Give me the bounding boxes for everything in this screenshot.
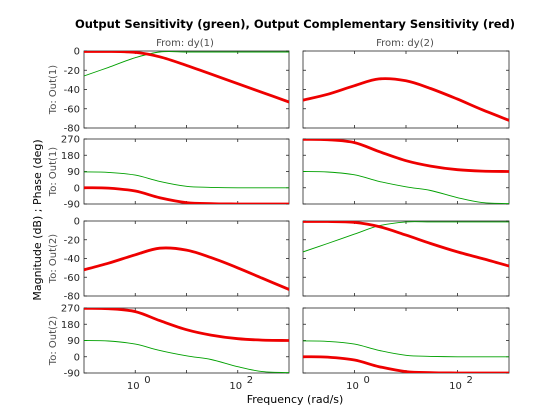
panel-r1-c2 bbox=[302, 50, 510, 129]
series-sensitivity-line bbox=[303, 171, 509, 204]
panel-frame bbox=[83, 50, 290, 129]
y-tick-label: 180 bbox=[61, 151, 80, 162]
y-tick-label: -60 bbox=[64, 104, 80, 115]
y-axis-label: Magnitude (dB) ; Phase (deg) bbox=[31, 139, 44, 300]
y-tick-label: 0 bbox=[74, 352, 80, 363]
series-complementary-line bbox=[84, 51, 289, 104]
series-complementary-line bbox=[303, 77, 509, 122]
y-tick-label: 270 bbox=[61, 304, 80, 315]
y-tick-label: 90 bbox=[67, 167, 80, 178]
series-complementary-line bbox=[303, 221, 509, 268]
y-tick-label: -90 bbox=[64, 369, 80, 380]
y-tick-label: 90 bbox=[67, 336, 80, 347]
y-tick-label: -40 bbox=[64, 254, 80, 265]
row-label-3: To: Out(2) bbox=[48, 234, 59, 284]
x-tick-label-base: 10 bbox=[346, 381, 359, 392]
series-sensitivity-line bbox=[84, 51, 289, 77]
y-tick-label: 0 bbox=[74, 47, 80, 58]
column-label-dy1: From: dy(1) bbox=[156, 38, 214, 49]
series-sensitivity-line bbox=[303, 340, 509, 358]
row-label-2: To: Out(1) bbox=[48, 147, 59, 197]
panel-frame bbox=[83, 220, 290, 297]
x-tick-label-exponent: 2 bbox=[247, 375, 253, 386]
series-complementary-line bbox=[84, 246, 289, 291]
y-tick-label: -40 bbox=[64, 85, 80, 96]
y-tick-label: 180 bbox=[61, 320, 80, 331]
panel-r2-c1 bbox=[83, 138, 290, 205]
y-tick-label: -80 bbox=[64, 124, 80, 135]
series-complementary-line bbox=[303, 139, 509, 173]
series-complementary-line bbox=[303, 355, 509, 373]
y-tick-label: -90 bbox=[64, 200, 80, 211]
y-tick-label: 0 bbox=[74, 217, 80, 228]
series-sensitivity-line bbox=[84, 340, 289, 373]
y-tick-label: -80 bbox=[64, 292, 80, 303]
column-label-dy2: From: dy(2) bbox=[376, 38, 434, 49]
chart-title: Output Sensitivity (green), Output Compl… bbox=[75, 17, 515, 31]
x-tick-label-base: 10 bbox=[127, 381, 140, 392]
y-tick-label: -60 bbox=[64, 273, 80, 284]
panel-frame bbox=[83, 138, 290, 205]
x-tick-label-base: 10 bbox=[449, 381, 462, 392]
panel-frame bbox=[302, 50, 510, 129]
x-tick-label-base: 10 bbox=[229, 381, 242, 392]
panel-r3-c1 bbox=[83, 220, 290, 297]
panel-r1-c1 bbox=[83, 50, 290, 129]
y-tick-label: -20 bbox=[64, 235, 80, 246]
x-axis-label: Frequency (rad/s) bbox=[247, 393, 344, 406]
panel-r3-c2 bbox=[302, 220, 510, 297]
panel-r2-c2 bbox=[302, 138, 510, 205]
x-tick-label-exponent: 2 bbox=[467, 375, 473, 386]
row-label-4: To: Out(2) bbox=[48, 316, 59, 366]
x-tick-label-exponent: 0 bbox=[144, 375, 150, 386]
panel-r4-c1 bbox=[83, 307, 290, 374]
panel-frame bbox=[302, 220, 510, 297]
series-sensitivity-line bbox=[84, 171, 289, 189]
y-tick-label: -20 bbox=[64, 66, 80, 77]
y-tick-label: 0 bbox=[74, 183, 80, 194]
y-tick-label: 270 bbox=[61, 135, 80, 146]
panel-frame bbox=[302, 307, 510, 374]
row-label-1: To: Out(1) bbox=[48, 65, 59, 115]
series-complementary-line bbox=[84, 308, 289, 342]
x-tick-label-exponent: 0 bbox=[364, 375, 370, 386]
series-sensitivity-line bbox=[303, 221, 509, 253]
panel-r4-c2 bbox=[302, 307, 510, 374]
series-complementary-line bbox=[84, 186, 289, 204]
